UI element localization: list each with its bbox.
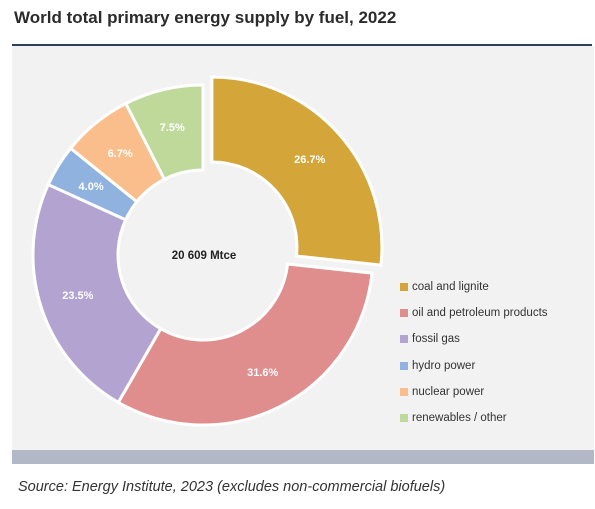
legend-swatch bbox=[400, 387, 408, 396]
slice-value-label: 7.5% bbox=[160, 122, 185, 134]
legend-label: oil and petroleum products bbox=[412, 307, 548, 320]
legend-label: fossil gas bbox=[412, 333, 460, 346]
legend-label: coal and lignite bbox=[412, 281, 489, 294]
legend-item: nuclear power bbox=[400, 379, 548, 405]
legend-label: nuclear power bbox=[412, 385, 485, 398]
legend-item: renewables / other bbox=[400, 405, 548, 431]
slice-labels: 26.7% 31.6% 23.5% 4.0% 6.7% 7.5% bbox=[62, 122, 325, 379]
legend-swatch bbox=[400, 335, 408, 344]
slice-value-label: 31.6% bbox=[247, 367, 278, 379]
legend-item: coal and lignite bbox=[400, 274, 548, 300]
donut-chart: 26.7% 31.6% 23.5% 4.0% 6.7% 7.5% 20 609 Mtce bbox=[31, 75, 384, 427]
slice-value-label: 26.7% bbox=[294, 154, 325, 166]
donut-slice-oil-and-petroleum-products bbox=[116, 262, 374, 427]
legend-item: oil and petroleum products bbox=[400, 300, 548, 326]
legend-label: hydro power bbox=[412, 359, 476, 372]
legend-item: hydro power bbox=[400, 353, 548, 379]
source-note: Source: Energy Institute, 2023 (excludes… bbox=[18, 479, 446, 495]
legend-swatch bbox=[400, 361, 408, 370]
donut-slice-fossil-gas bbox=[31, 182, 163, 405]
legend: coal and lignite oil and petroleum produc… bbox=[400, 274, 548, 431]
chart-title: World total primary energy supply by fue… bbox=[14, 8, 397, 27]
donut-slices bbox=[31, 75, 384, 427]
panel-bottom-bar bbox=[12, 450, 594, 464]
slice-value-label: 23.5% bbox=[62, 290, 93, 302]
legend-item: fossil gas bbox=[400, 326, 548, 352]
legend-swatch bbox=[400, 414, 408, 423]
donut-slice-coal-and-lignite bbox=[210, 75, 384, 267]
slice-value-label: 4.0% bbox=[79, 181, 104, 193]
legend-swatch bbox=[400, 283, 408, 292]
legend-swatch bbox=[400, 309, 408, 318]
center-total-label: 20 609 Mtce bbox=[172, 250, 237, 262]
donut-slice-renewables-other bbox=[123, 83, 205, 182]
title-rule bbox=[12, 44, 592, 46]
slice-value-label: 6.7% bbox=[108, 148, 133, 160]
legend-label: renewables / other bbox=[412, 412, 507, 425]
